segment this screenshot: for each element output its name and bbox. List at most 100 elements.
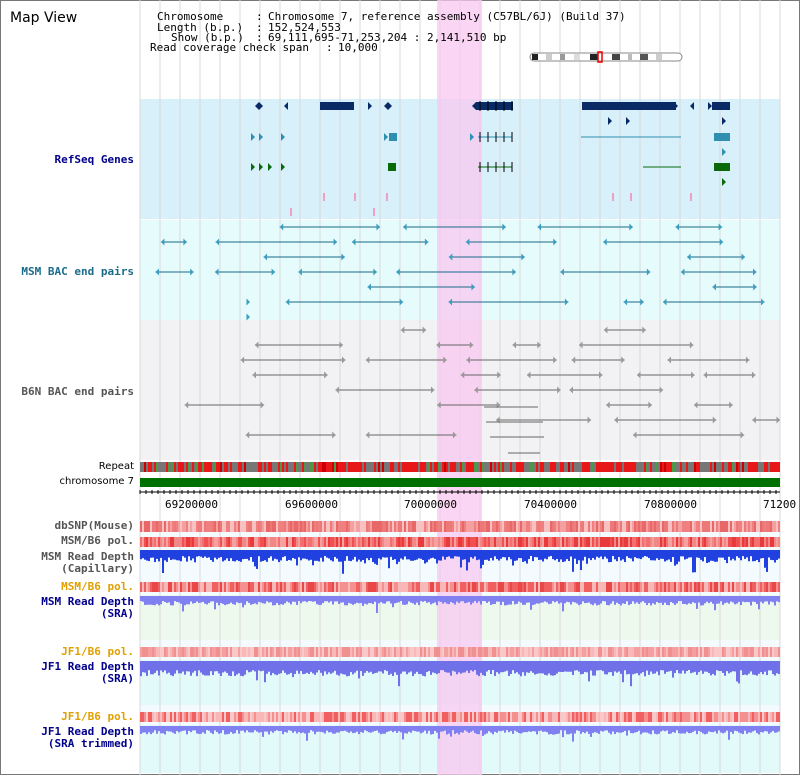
feature-arrow: [245, 431, 250, 439]
msm-depth-sra-bar: [150, 596, 152, 605]
track-label-msm-bac[interactable]: MSM BAC end pairs: [21, 265, 134, 278]
dbsnp-density: [494, 521, 496, 532]
jf1-trim-bar: [312, 726, 314, 732]
msm-b6-pol-sra-density: [376, 582, 378, 592]
repeat-segment: [240, 462, 242, 472]
jf1-trim-bar: [194, 726, 196, 731]
msm-depth-sra-bar: [224, 596, 226, 606]
jf1-b6-pol-trim-density: [346, 712, 348, 722]
jf1-b6-pol-trim-density: [302, 712, 304, 722]
jf1-b6-pol-density: [408, 647, 410, 657]
jf1-depth-bar: [654, 661, 656, 674]
msm-b6-pol-density: [318, 537, 320, 547]
track-label-jf1-trim[interactable]: JF1 Read Depth: [41, 725, 134, 738]
jf1-trim-bar: [268, 726, 270, 735]
repeat-segment: [712, 462, 714, 472]
msm-b6-pol-density: [198, 537, 200, 547]
repeat-segment: [600, 462, 602, 472]
repeat-segment: [402, 462, 404, 472]
msm-depth-cap-bar: [704, 550, 706, 558]
msm-b6-pol-density: [590, 537, 592, 547]
repeat-segment: [678, 462, 680, 472]
msm-depth-sra-bar: [268, 596, 270, 603]
track-label-msm-b6-pol[interactable]: MSM/B6 pol.: [61, 534, 134, 547]
msm-b6-pol-sra-density: [164, 582, 166, 592]
feature-arrow: [512, 268, 516, 276]
repeat-segment: [338, 462, 340, 472]
msm-depth-sra-bar: [518, 596, 520, 602]
jf1-trim-bar: [214, 726, 216, 731]
jf1-depth-bar: [534, 661, 536, 675]
jf1-trim-bar: [536, 726, 538, 735]
repeat-segment: [556, 462, 558, 472]
feature-arrow: [466, 356, 470, 364]
msm-b6-pol-density: [566, 537, 568, 547]
msm-depth-sra-bar: [624, 596, 626, 604]
dbsnp-density: [670, 521, 672, 532]
track-label-dbsnp[interactable]: dbSNP(Mouse): [54, 519, 134, 532]
track-label-jf1-b6-pol[interactable]: JF1/B6 pol.: [61, 645, 134, 658]
track-label-msm-b6-pol-sra[interactable]: MSM/B6 pol.: [61, 580, 134, 593]
track-label-jf1-b6-pol-trim[interactable]: JF1/B6 pol.: [61, 710, 134, 723]
jf1-trim-bar: [232, 726, 234, 734]
jf1-b6-pol-density: [532, 647, 534, 657]
jf1-b6-pol-density: [748, 647, 750, 657]
dbsnp-density: [246, 521, 248, 532]
dbsnp-density: [730, 521, 732, 532]
track-label-b6n-bac[interactable]: B6N BAC end pairs: [21, 385, 134, 398]
msm-depth-cap-bar: [446, 550, 448, 557]
jf1-b6-pol-trim-density: [762, 712, 764, 722]
repeat-segment: [336, 462, 338, 472]
jf1-depth-bar: [464, 661, 466, 673]
jf1-trim-bar: [306, 726, 308, 741]
jf1-b6-pol-trim-density: [754, 712, 756, 722]
jf1-b6-pol-density: [372, 647, 374, 657]
msm-depth-sra-bar: [198, 596, 200, 603]
jf1-b6-pol-density: [218, 647, 220, 657]
ideogram-band: [590, 54, 598, 60]
msm-depth-cap-bar: [188, 550, 190, 557]
msm-b6-pol-sra-density: [712, 582, 714, 592]
msm-b6-pol-sra-density: [550, 582, 552, 592]
jf1-trim-bar: [482, 726, 484, 736]
msm-b6-pol-sra-density: [568, 582, 570, 592]
highlight-region: [437, 0, 482, 775]
msm-depth-cap-bar: [540, 550, 542, 560]
msm-b6-pol-sra-density: [382, 582, 384, 592]
dbsnp-density: [668, 521, 670, 532]
msm-b6-pol-sra-density: [606, 582, 608, 592]
jf1-b6-pol-density: [484, 647, 486, 657]
dbsnp-density: [508, 521, 510, 532]
msm-b6-pol-density: [194, 537, 196, 547]
jf1-b6-pol-density: [266, 647, 268, 657]
dbsnp-density: [754, 521, 756, 532]
track-label-refseq[interactable]: RefSeq Genes: [54, 153, 134, 166]
jf1-b6-pol-trim-density: [750, 712, 752, 722]
dbsnp-density: [350, 521, 352, 532]
jf1-trim-bar: [666, 726, 668, 731]
jf1-b6-pol-density: [562, 647, 564, 657]
msm-b6-pol-sra-density: [166, 582, 168, 592]
dbsnp-density: [220, 521, 222, 532]
msm-b6-pol-sra-density: [764, 582, 766, 592]
msm-depth-cap-bar: [766, 550, 768, 572]
feature-arrow: [557, 386, 561, 394]
msm-b6-pol-sra-density: [570, 582, 572, 592]
jf1-b6-pol-trim-density: [260, 712, 262, 722]
msm-b6-pol-density: [774, 537, 776, 547]
msm-b6-pol-density: [486, 537, 488, 547]
repeat-segment: [456, 462, 458, 472]
msm-depth-cap-bar: [710, 550, 712, 561]
jf1-b6-pol-density: [600, 647, 602, 657]
msm-depth-cap-bar: [426, 550, 428, 563]
repeat-segment: [376, 462, 378, 472]
jf1-depth-bar: [444, 661, 446, 672]
track-label-msm-depth-cap[interactable]: MSM Read Depth: [41, 550, 134, 563]
jf1-b6-pol-density: [644, 647, 646, 657]
msm-depth-sra-bar: [588, 596, 590, 603]
jf1-trim-bar: [760, 726, 762, 733]
jf1-depth-bar: [154, 661, 156, 673]
track-label-msm-depth-sra[interactable]: MSM Read Depth: [41, 595, 134, 608]
track-label-jf1-depth[interactable]: JF1 Read Depth: [41, 660, 134, 673]
